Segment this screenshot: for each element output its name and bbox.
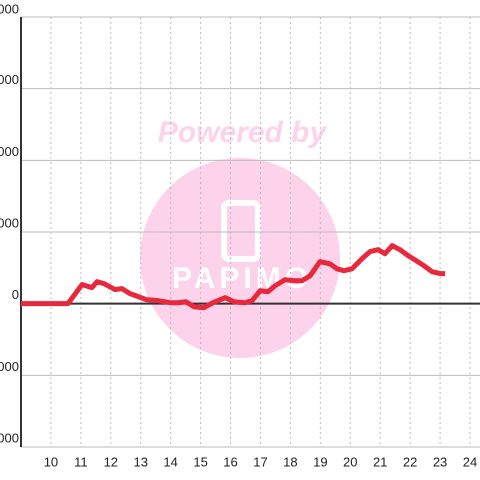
x-tick-label: 12 — [104, 454, 118, 469]
y-tick-label: 0 — [12, 287, 19, 302]
x-tick-label: 15 — [193, 454, 207, 469]
y-tick-label: -3,000 — [0, 359, 19, 374]
watermark-text: Powered by — [158, 116, 328, 149]
x-tick-label: 17 — [253, 454, 267, 469]
y-tick-label: -6,000 — [0, 430, 19, 445]
x-tick-label: 13 — [133, 454, 147, 469]
x-tick-label: 14 — [163, 454, 177, 469]
data-line — [21, 243, 446, 311]
y-tick-label: 9,000 — [0, 72, 19, 87]
y-tick-label: 3,000 — [0, 215, 19, 230]
x-tick-label: 16 — [223, 454, 237, 469]
watermark-logo: PAPIMO Powered by — [140, 116, 340, 358]
x-tick-label: 20 — [343, 454, 357, 469]
x-tick-label: 19 — [313, 454, 327, 469]
x-tick-label: 24 — [463, 454, 477, 469]
x-tick-label: 21 — [373, 454, 387, 469]
x-tick-label: 11 — [74, 454, 88, 469]
x-tick-label: 22 — [403, 454, 417, 469]
logo-phone — [221, 200, 261, 262]
y-tick-label: 12,000 — [0, 1, 19, 16]
grid — [21, 16, 480, 448]
y-tick-label: 6,000 — [0, 144, 19, 159]
x-tick-label: 10 — [44, 454, 58, 469]
x-tick-label: 23 — [433, 454, 447, 469]
x-tick-label: 18 — [283, 454, 297, 469]
